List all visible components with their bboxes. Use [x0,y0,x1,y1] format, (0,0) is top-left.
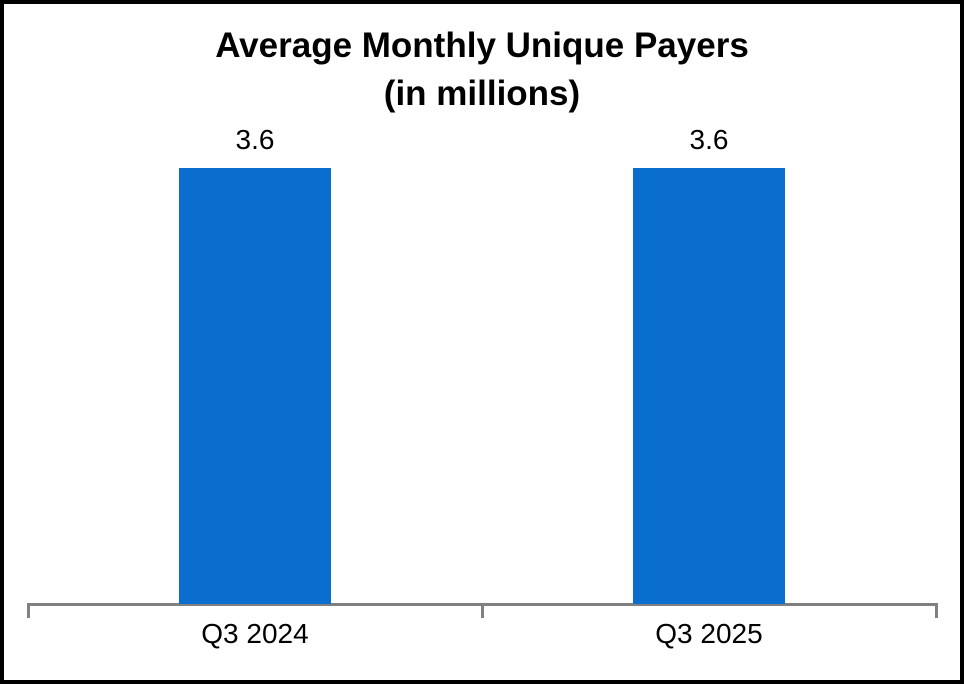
bar [179,168,331,604]
x-axis-tick [934,603,938,618]
bar [633,168,785,604]
data-label: 3.6 [689,124,729,155]
x-axis-label: Q3 2024 [201,618,309,649]
chart-title-line2: (in millions) [383,74,581,113]
x-axis-tick [480,603,484,618]
x-axis-label: Q3 2025 [655,618,763,649]
chart-title: Average Monthly Unique Payers (in millio… [0,22,964,118]
data-label: 3.6 [235,124,275,155]
x-axis-tick [26,603,30,618]
chart-title-line1: Average Monthly Unique Payers [215,26,749,65]
